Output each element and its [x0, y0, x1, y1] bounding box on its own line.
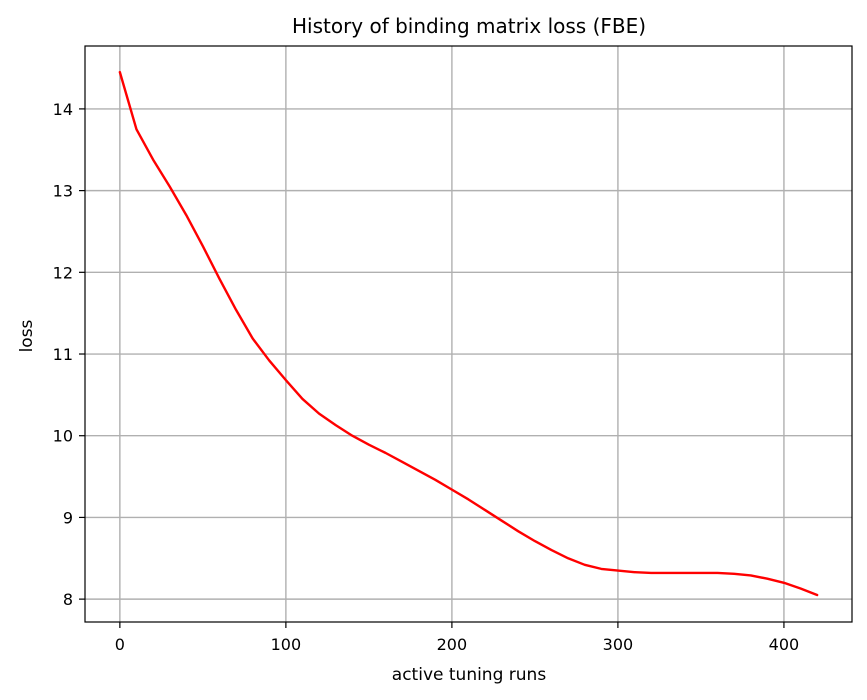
- y-tick-label: 8: [63, 590, 73, 609]
- y-tick-label: 12: [53, 263, 73, 282]
- loss-series-line: [118, 70, 819, 597]
- plot-frame: [84, 45, 853, 623]
- x-ticks: 0 100 200 300 400: [115, 622, 799, 654]
- y-tick-label: 11: [53, 345, 73, 364]
- x-tick-label: 200: [437, 635, 468, 654]
- x-tick-label: 400: [769, 635, 800, 654]
- x-tick-label: 100: [271, 635, 302, 654]
- y-ticks: 8 9 10 11 12 13 14: [53, 100, 85, 609]
- y-gridlines: [85, 108, 852, 600]
- series-group: [118, 70, 819, 597]
- x-axis-label: active tuning runs: [392, 665, 547, 685]
- y-tick-label: 10: [53, 427, 73, 446]
- y-tick-label: 13: [53, 182, 73, 201]
- y-axis-label: loss: [17, 319, 37, 352]
- y-tick-label: 9: [63, 508, 73, 527]
- x-tick-label: 300: [603, 635, 634, 654]
- y-tick-label: 14: [53, 100, 73, 119]
- chart-title: History of binding matrix loss (FBE): [292, 14, 646, 38]
- x-gridlines: [119, 46, 785, 622]
- x-tick-label: 0: [115, 635, 125, 654]
